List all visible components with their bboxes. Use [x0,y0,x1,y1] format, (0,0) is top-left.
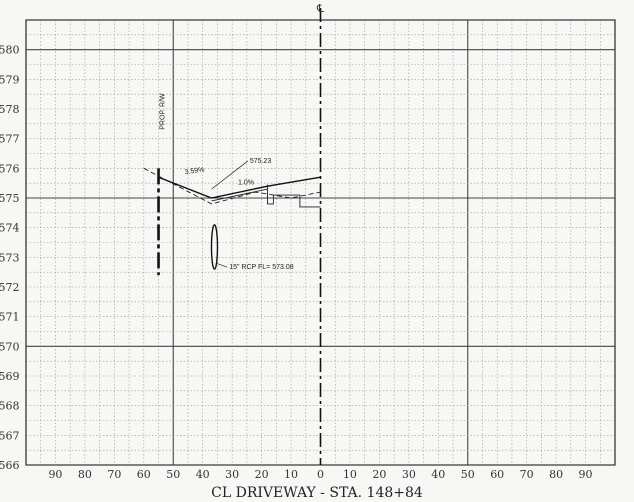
offset-tick-label: 70 [520,468,534,481]
elevation-label: 575.23 [250,158,272,165]
elevation-tick-label: 577 [0,133,20,146]
centerline-symbol: ℄ [316,2,324,15]
offset-tick-label: 30 [225,468,239,481]
offset-tick-label: 60 [490,468,504,481]
elevation-tick-label: 573 [0,251,20,264]
offset-tick-label: 50 [166,468,180,481]
pipe-culvert [210,223,219,270]
elevation-axis: 580 579 578 577 576 575 574 573 572 571 570 569 568 5… [0,44,20,472]
offset-tick-label: 20 [372,468,386,481]
offset-tick-label: 10 [343,468,357,481]
slope-label-left: 3.59% [184,167,205,177]
pavement-bottom-line [211,188,268,202]
curb-section-line [267,184,321,208]
elevation-tick-label: 566 [0,459,20,472]
offset-axis: 90 80 70 60 50 40 30 20 10 0 10 20 30 40 50 60 70 80 90 [48,468,592,481]
elevation-tick-label: 570 [0,340,20,353]
existing-ground-line [143,167,321,205]
profile-features [143,167,321,276]
proposed-grade-line [158,176,321,199]
offset-tick-label: 60 [137,468,151,481]
elevation-tick-label: 569 [0,370,20,383]
offset-tick-label: 80 [78,468,92,481]
elevation-tick-label: 578 [0,103,20,116]
row-label: PROP. R/W [160,93,167,130]
offset-tick-label: 40 [196,468,210,481]
offset-tick-label: 70 [107,468,121,481]
profile-annotations: PROP. R/W 575.23 3.59% 1.0% 15" RCP FL= 573.… [160,93,294,271]
offset-tick-label: 90 [579,468,593,481]
elevation-tick-label: 567 [0,429,20,442]
offset-tick-label: 10 [284,468,298,481]
offset-tick-label: 40 [431,468,445,481]
elevation-tick-label: 574 [0,222,20,235]
elevation-tick-label: 571 [0,311,20,324]
offset-tick-label: 80 [549,468,563,481]
pipe-label: 15" RCP FL= 573.08 [229,264,294,271]
pipe-leader [216,262,228,268]
offset-tick-label: 30 [402,468,416,481]
elevation-tick-label: 575 [0,192,20,205]
offset-tick-label: 20 [255,468,269,481]
elevation-tick-label: 580 [0,44,20,57]
elevation-tick-label: 576 [0,162,20,175]
slope-label-right: 1.0% [238,180,254,187]
offset-tick-label: 50 [461,468,475,481]
elevation-tick-label: 572 [0,281,20,294]
elevation-leader [211,160,249,190]
elevation-tick-label: 568 [0,400,20,413]
elevation-tick-label: 579 [0,73,20,86]
sheet-title: CL DRIVEWAY - STA. 148+84 [211,485,423,501]
plot-frame [25,8,616,466]
offset-tick-label: 90 [48,468,62,481]
offset-tick-label: 0 [317,468,324,481]
